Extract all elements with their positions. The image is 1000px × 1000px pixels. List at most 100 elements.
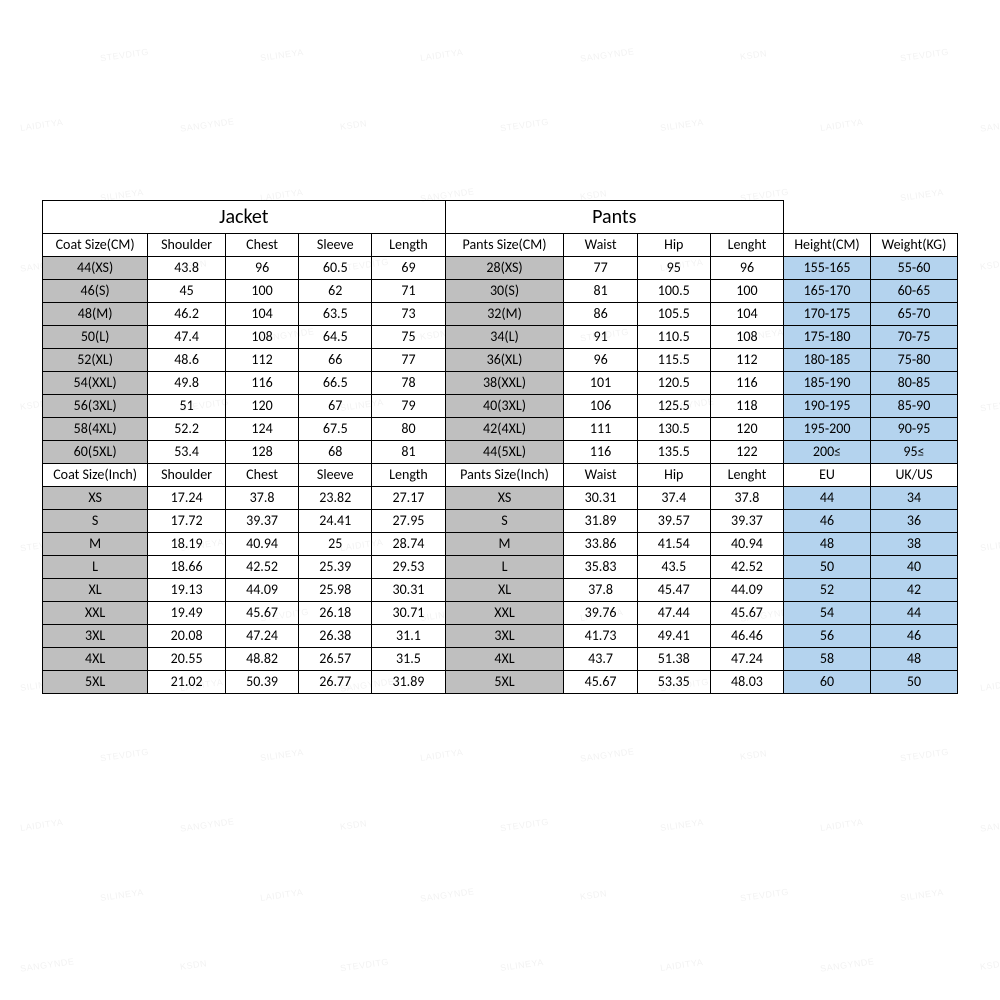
cell: 49.41 <box>637 625 710 648</box>
cell: 96 <box>225 257 298 280</box>
header-inch-6: Waist <box>564 464 637 487</box>
cell: 20.55 <box>148 648 226 671</box>
watermark-text: SANGYNDE <box>980 116 1000 133</box>
watermark-text: LAIDITYA <box>260 887 304 903</box>
cell: 39.37 <box>710 510 783 533</box>
cell: 48 <box>784 533 871 556</box>
cell: 106 <box>564 395 637 418</box>
cell: XS <box>43 487 148 510</box>
cell: 49.8 <box>148 372 226 395</box>
cell: 50 <box>784 556 871 579</box>
table-row: XS17.2437.823.8227.17XS30.3137.437.84434 <box>43 487 958 510</box>
cell: 31.89 <box>564 510 637 533</box>
cell: 44.09 <box>225 579 298 602</box>
watermark-text: SANGYNDE <box>580 746 635 763</box>
cell: XL <box>43 579 148 602</box>
cell: 45.47 <box>637 579 710 602</box>
cell: 46(S) <box>43 280 148 303</box>
cell: 38(XXL) <box>445 372 564 395</box>
cell: M <box>43 533 148 556</box>
cell: 104 <box>225 303 298 326</box>
cell: 190-195 <box>784 395 871 418</box>
cell: 47.4 <box>148 326 226 349</box>
watermark-text: STEVDITG <box>740 887 790 904</box>
cell: 50.39 <box>225 671 298 694</box>
header-cm-6: Waist <box>564 234 637 257</box>
cell: XXL <box>43 602 148 625</box>
size-chart-container: JacketPantsCoat Size(CM)ShoulderChestSle… <box>42 200 958 694</box>
cell: 44(XS) <box>43 257 148 280</box>
watermark-text: LAIDITYA <box>820 817 864 833</box>
cell: 40 <box>870 556 957 579</box>
cell: 20.08 <box>148 625 226 648</box>
cell: 116 <box>225 372 298 395</box>
watermark-text: SANGYNDE <box>180 116 235 133</box>
cell: 122 <box>710 441 783 464</box>
cell: 108 <box>710 326 783 349</box>
cell: 40(3XL) <box>445 395 564 418</box>
cell: 111 <box>564 418 637 441</box>
watermark-text: SANGYNDE <box>580 46 635 63</box>
table-row: 50(L)47.410864.57534(L)91110.5108175-180… <box>43 326 958 349</box>
header-inch-3: Sleeve <box>299 464 372 487</box>
table-row: 60(5XL)53.4128688144(5XL)116135.5122200≤… <box>43 441 958 464</box>
cell: 120 <box>225 395 298 418</box>
cell: 25.39 <box>299 556 372 579</box>
table-row: XL19.1344.0925.9830.31XL37.845.4744.0952… <box>43 579 958 602</box>
cell: 54(XXL) <box>43 372 148 395</box>
cell: 46.46 <box>710 625 783 648</box>
cell: L <box>445 556 564 579</box>
cell: 48 <box>870 648 957 671</box>
header-inch-2: Chest <box>225 464 298 487</box>
table-row: 5XL21.0250.3926.7731.895XL45.6753.3548.0… <box>43 671 958 694</box>
cell: M <box>445 533 564 556</box>
cell: 45.67 <box>564 671 637 694</box>
watermark-text: STEVDITG <box>100 47 150 64</box>
cell: 3XL <box>445 625 564 648</box>
watermark-text: KSDN <box>179 958 207 972</box>
table-row: 4XL20.5548.8226.5731.54XL43.751.3847.245… <box>43 648 958 671</box>
cell: L <box>43 556 148 579</box>
cell: 105.5 <box>637 303 710 326</box>
watermark-text: LAIDITYA <box>20 117 64 133</box>
table-row: Coat Size(CM)ShoulderChestSleeveLengthPa… <box>43 234 958 257</box>
watermark-text: SILINEYA <box>100 887 145 903</box>
cell: 39.76 <box>564 602 637 625</box>
cell: 95 <box>637 257 710 280</box>
cell: 56(3XL) <box>43 395 148 418</box>
cell: 34 <box>870 487 957 510</box>
cell: 43.7 <box>564 648 637 671</box>
cell: 54 <box>784 602 871 625</box>
cell: 44 <box>784 487 871 510</box>
cell: 47.24 <box>710 648 783 671</box>
cell: 60(5XL) <box>43 441 148 464</box>
cell: 34(L) <box>445 326 564 349</box>
cell: 37.8 <box>710 487 783 510</box>
cell: 112 <box>225 349 298 372</box>
cell: 112 <box>710 349 783 372</box>
section-jacket: Jacket <box>43 201 446 234</box>
cell: 66.5 <box>299 372 372 395</box>
cell: 67 <box>299 395 372 418</box>
watermark-text: KSDN <box>579 888 607 902</box>
cell: 55-60 <box>870 257 957 280</box>
cell: 64.5 <box>299 326 372 349</box>
cell: 42(4XL) <box>445 418 564 441</box>
cell: 56 <box>784 625 871 648</box>
watermark-text: SANGYNDE <box>20 956 75 973</box>
cell: 39.37 <box>225 510 298 533</box>
cell: 30.31 <box>372 579 445 602</box>
cell: 80 <box>372 418 445 441</box>
cell: 38 <box>870 533 957 556</box>
cell: 26.18 <box>299 602 372 625</box>
cell: 5XL <box>445 671 564 694</box>
watermark-text: STEVDITG <box>900 47 950 64</box>
cell: 200≤ <box>784 441 871 464</box>
cell: 104 <box>710 303 783 326</box>
cell: XL <box>445 579 564 602</box>
cell: S <box>445 510 564 533</box>
watermark-text: STEVDITG <box>340 957 390 974</box>
cell: 53.4 <box>148 441 226 464</box>
cell: 125.5 <box>637 395 710 418</box>
cell: 50 <box>870 671 957 694</box>
